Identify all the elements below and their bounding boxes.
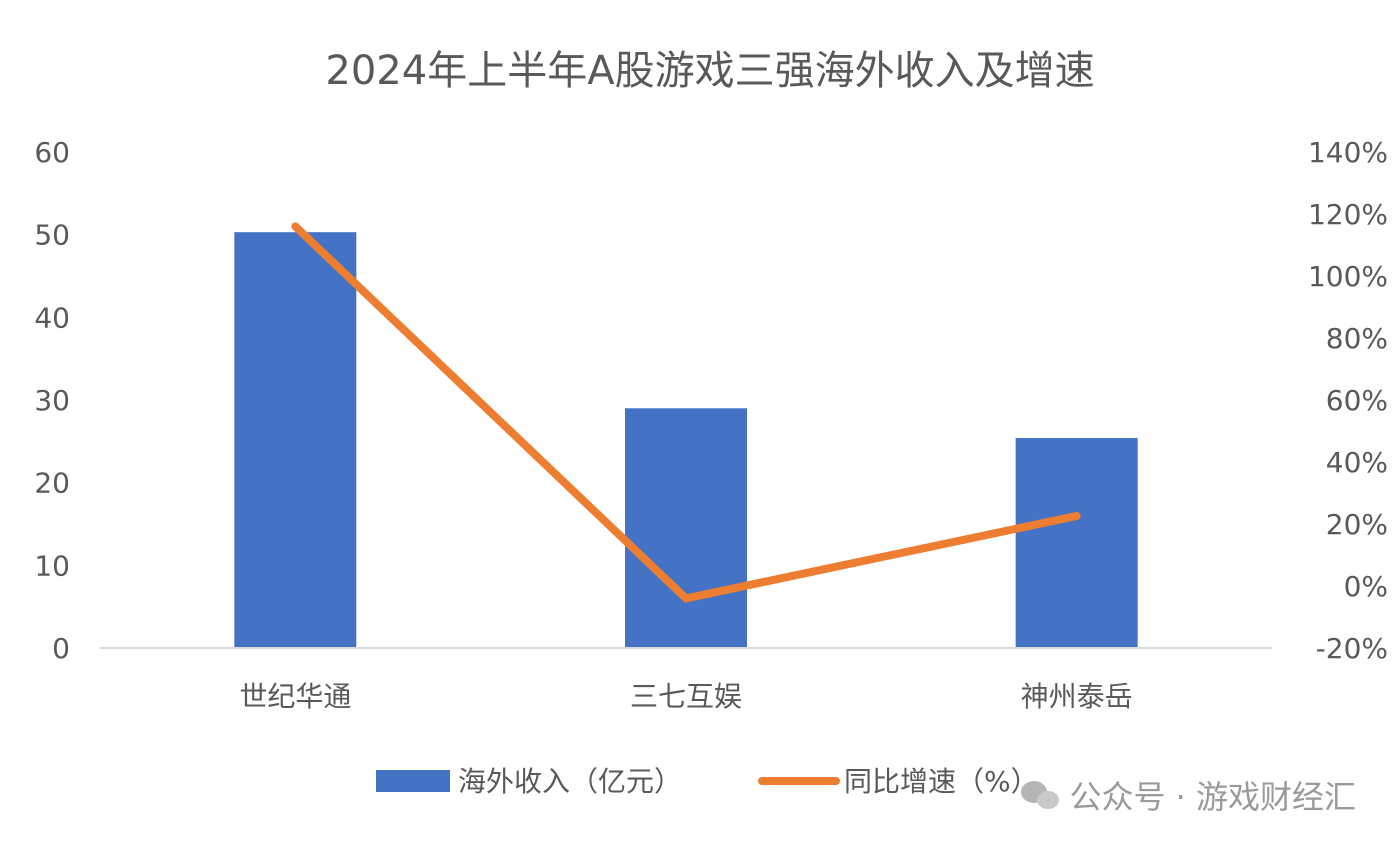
watermark: 公众号 · 游戏财经汇 <box>1021 772 1356 818</box>
right-tick-label: 20% <box>1326 508 1388 541</box>
bar-2 <box>1015 438 1138 648</box>
legend-label-line: 同比增速（%） <box>844 765 1039 798</box>
left-tick-label: 50 <box>34 219 70 252</box>
left-tick-label: 20 <box>34 467 70 500</box>
category-label: 世纪华通 <box>239 680 351 713</box>
chart-title: 2024年上半年A股游戏三强海外收入及增速 <box>325 48 1094 94</box>
right-tick-label: 140% <box>1308 136 1388 169</box>
right-tick-label: 60% <box>1326 384 1388 417</box>
category-label: 三七互娱 <box>630 680 742 713</box>
right-tick-label: -20% <box>1316 632 1388 665</box>
right-tick-label: 120% <box>1308 198 1388 231</box>
legend-label-bar: 海外收入（亿元） <box>458 765 682 798</box>
bar-1 <box>625 408 747 648</box>
bar-0 <box>234 232 357 649</box>
left-tick-label: 0 <box>52 632 70 665</box>
watermark-text: 公众号 · 游戏财经汇 <box>1069 778 1356 816</box>
left-tick-label: 40 <box>34 301 70 334</box>
legend: 海外收入（亿元） 同比增速（%） <box>376 765 1039 798</box>
right-tick-label: 40% <box>1326 446 1388 479</box>
right-tick-label: 100% <box>1308 260 1388 293</box>
wechat-icon <box>1021 779 1061 811</box>
left-tick-label: 60 <box>34 136 70 169</box>
left-tick-label: 10 <box>34 549 70 582</box>
legend-swatch-bar <box>376 770 450 792</box>
right-tick-label: 80% <box>1326 322 1388 355</box>
right-tick-label: 0% <box>1344 570 1388 603</box>
left-tick-label: 30 <box>34 384 70 417</box>
category-label: 神州泰岳 <box>1021 680 1133 713</box>
growth-line <box>291 222 1081 603</box>
